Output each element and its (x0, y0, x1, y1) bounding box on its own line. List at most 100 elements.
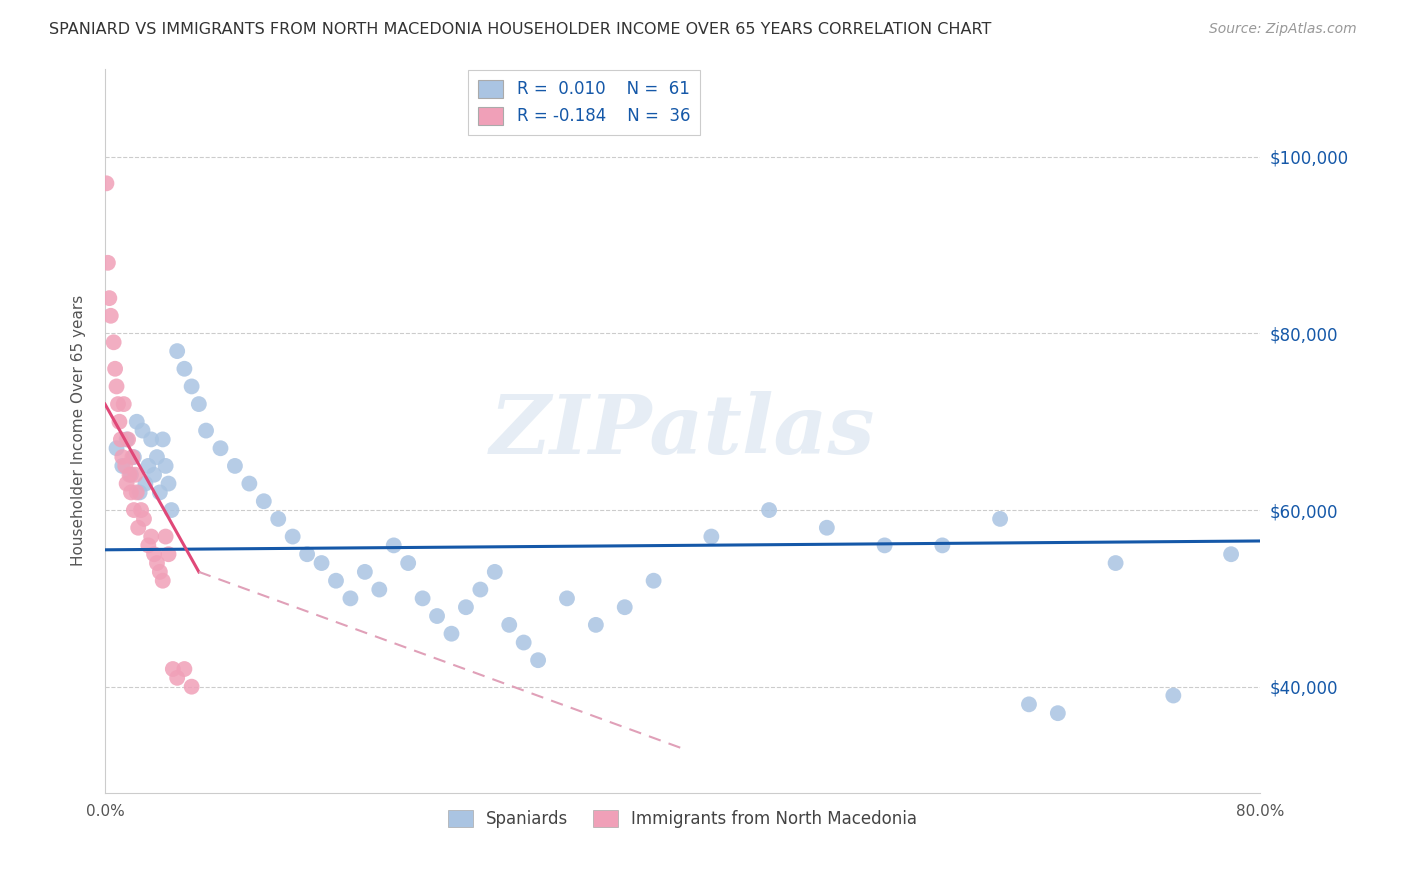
Point (105, 442, 128, 456)
Point (122, 503, 145, 517)
Point (115, 476, 138, 491)
Point (146, 556, 169, 570)
Point (281, 530, 304, 544)
Point (454, 600, 477, 615)
Point (111, 450, 134, 464)
Point (127, 521, 149, 535)
Point (527, 653, 550, 667)
Point (396, 556, 419, 570)
Point (1104, 556, 1126, 570)
Point (426, 609, 449, 624)
Point (498, 618, 520, 632)
Point (339, 591, 361, 606)
Point (512, 635, 534, 649)
Point (166, 671, 188, 685)
Point (585, 618, 607, 632)
Y-axis label: Householder Income Over 65 years: Householder Income Over 65 years (72, 295, 86, 566)
Text: SPANIARD VS IMMIGRANTS FROM NORTH MACEDONIA HOUSEHOLDER INCOME OVER 65 YEARS COR: SPANIARD VS IMMIGRANTS FROM NORTH MACEDO… (49, 22, 991, 37)
Point (931, 538, 953, 552)
Point (368, 582, 391, 597)
Point (100, 309, 122, 323)
Point (412, 591, 434, 606)
Point (555, 591, 578, 606)
Point (155, 530, 177, 544)
Point (325, 574, 347, 588)
Point (121, 450, 143, 464)
Point (134, 476, 156, 491)
Point (149, 485, 172, 500)
Point (124, 467, 146, 482)
Point (129, 503, 152, 517)
Point (128, 485, 150, 500)
Point (354, 565, 377, 579)
Point (470, 582, 492, 597)
Point (131, 424, 153, 438)
Legend: Spaniards, Immigrants from North Macedonia: Spaniards, Immigrants from North Macedon… (441, 804, 924, 835)
Point (114, 458, 136, 473)
Point (988, 512, 1011, 526)
Point (120, 485, 142, 500)
Point (110, 433, 132, 447)
Point (122, 450, 145, 464)
Point (152, 433, 174, 447)
Point (141, 530, 163, 544)
Point (173, 361, 195, 376)
Point (484, 565, 506, 579)
Point (160, 503, 183, 517)
Point (143, 467, 166, 482)
Point (136, 458, 159, 473)
Text: Source: ZipAtlas.com: Source: ZipAtlas.com (1209, 22, 1357, 37)
Point (143, 547, 166, 561)
Point (311, 556, 333, 570)
Point (105, 379, 128, 393)
Point (157, 547, 180, 561)
Point (136, 538, 159, 552)
Point (125, 485, 148, 500)
Point (166, 344, 188, 359)
Point (180, 680, 202, 694)
Point (115, 433, 138, 447)
Point (157, 476, 180, 491)
Point (382, 538, 405, 552)
Point (195, 424, 218, 438)
Point (141, 433, 163, 447)
Point (107, 397, 129, 411)
Point (104, 361, 127, 376)
Point (162, 662, 184, 676)
Point (149, 565, 172, 579)
Point (96, 177, 118, 191)
Point (117, 433, 139, 447)
Point (98, 291, 121, 305)
Point (815, 521, 838, 535)
Point (758, 503, 780, 517)
Point (187, 397, 209, 411)
Point (108, 415, 131, 429)
Text: ZIPatlas: ZIPatlas (489, 391, 875, 471)
Point (112, 397, 135, 411)
Point (700, 530, 723, 544)
Point (1018, 698, 1040, 712)
Point (132, 512, 155, 526)
Point (613, 600, 636, 615)
Point (643, 574, 665, 588)
Point (146, 450, 169, 464)
Point (118, 467, 141, 482)
Point (1220, 547, 1243, 561)
Point (1163, 689, 1185, 703)
Point (224, 458, 246, 473)
Point (267, 512, 290, 526)
Point (253, 494, 276, 508)
Point (238, 476, 260, 491)
Point (97, 256, 120, 270)
Point (111, 458, 134, 473)
Point (440, 626, 463, 640)
Point (103, 335, 125, 350)
Point (125, 415, 148, 429)
Point (180, 379, 202, 393)
Point (173, 662, 195, 676)
Point (155, 458, 177, 473)
Point (152, 574, 174, 588)
Point (295, 547, 318, 561)
Point (1046, 706, 1069, 721)
Point (873, 538, 896, 552)
